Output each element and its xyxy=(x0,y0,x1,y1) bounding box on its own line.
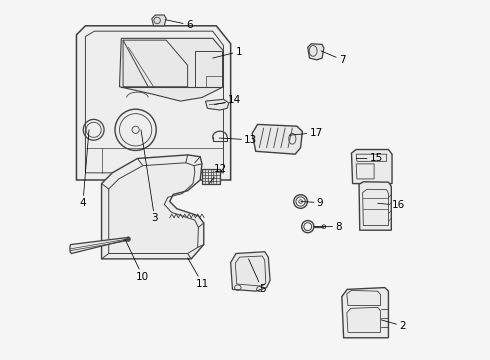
Text: 17: 17 xyxy=(290,128,323,138)
Polygon shape xyxy=(120,39,223,101)
Text: 10: 10 xyxy=(125,239,149,282)
Text: 11: 11 xyxy=(188,258,209,289)
Text: 16: 16 xyxy=(378,200,405,210)
Text: 7: 7 xyxy=(321,51,345,65)
Text: 12: 12 xyxy=(209,164,227,184)
Polygon shape xyxy=(202,169,220,184)
Text: 13: 13 xyxy=(219,135,258,145)
Text: 2: 2 xyxy=(381,320,406,331)
Polygon shape xyxy=(101,155,204,259)
Polygon shape xyxy=(308,44,324,60)
Text: 4: 4 xyxy=(79,130,89,208)
Text: 9: 9 xyxy=(301,198,323,208)
Text: 1: 1 xyxy=(213,46,242,58)
Text: 8: 8 xyxy=(314,222,342,231)
Text: 5: 5 xyxy=(248,259,266,294)
Polygon shape xyxy=(205,99,229,110)
Polygon shape xyxy=(252,125,302,154)
Polygon shape xyxy=(351,149,392,184)
Polygon shape xyxy=(342,288,389,338)
Text: 15: 15 xyxy=(356,153,383,163)
Polygon shape xyxy=(70,237,129,253)
Text: 6: 6 xyxy=(166,20,193,30)
Text: 3: 3 xyxy=(141,130,158,223)
Polygon shape xyxy=(152,15,166,26)
Polygon shape xyxy=(76,26,231,180)
Text: 14: 14 xyxy=(215,95,242,105)
Polygon shape xyxy=(231,252,270,291)
Polygon shape xyxy=(359,182,392,230)
